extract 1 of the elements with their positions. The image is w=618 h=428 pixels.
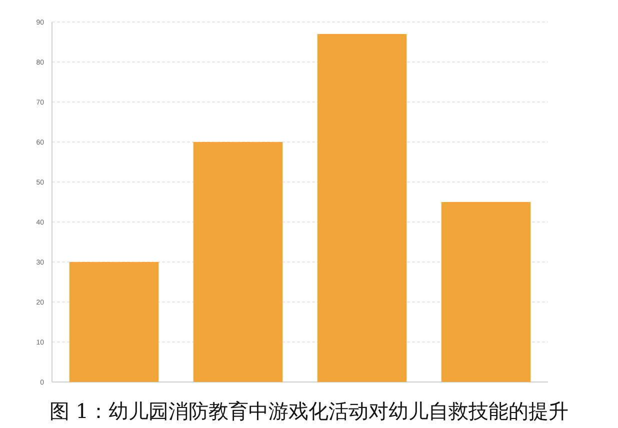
caption: 图 1：幼儿园消防教育中游戏化活动对幼儿自救技能的提升: [49, 399, 569, 423]
